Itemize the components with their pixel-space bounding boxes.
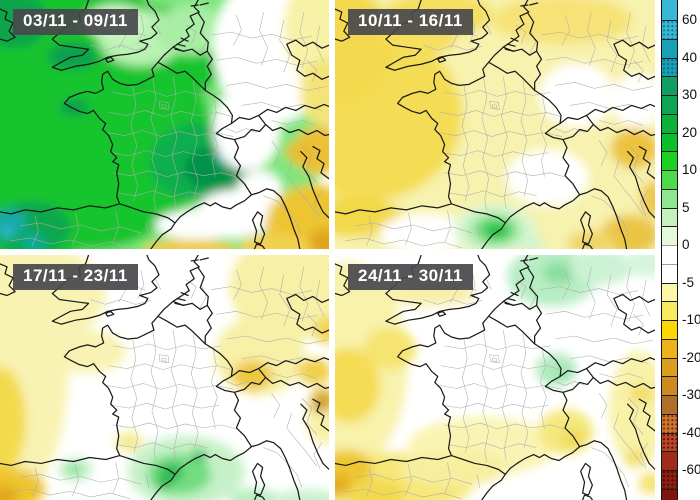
colorbar-tick-label: 5 [682, 199, 690, 215]
map-panel-week-2: 10/11 - 16/11 [335, 0, 655, 249]
colorbar-boundary-line [662, 395, 677, 396]
colorbar-segment [662, 338, 677, 358]
colorbar-segment [662, 95, 677, 114]
colorbar-boundary-line [662, 320, 677, 321]
colorbar-segment [662, 207, 677, 227]
colorbar-boundary-line [662, 95, 677, 96]
map-week-2 [335, 0, 655, 249]
colorbar-boundary-line [662, 413, 677, 415]
colorbar-segment [662, 0, 677, 20]
colorbar-boundary-line [662, 301, 677, 303]
colorbar-segment [662, 188, 677, 208]
map-week-3 [0, 255, 329, 500]
colorbar-tick-label: -5 [682, 274, 695, 290]
colorbar-boundary-line [662, 151, 677, 153]
colorbar-segment [662, 320, 677, 339]
colorbar-segment [662, 76, 677, 95]
period-label-week-4: 24/11 - 30/11 [348, 264, 473, 290]
colorbar-boundary-line [662, 432, 677, 434]
colorbar-segment [662, 488, 677, 500]
map-week-4 [335, 255, 655, 500]
map-panel-week-3: 17/11 - 23/11 [0, 255, 329, 500]
colorbar-segment [662, 113, 677, 133]
colorbar-segment [662, 376, 677, 395]
anomaly-field-week-1 [0, 0, 329, 249]
anomaly-field-week-4 [335, 255, 655, 500]
colorbar-boundary-line [662, 188, 677, 190]
colorbar-boundary-line [662, 357, 677, 359]
colorbar-segment [662, 282, 677, 302]
colorbar-tick-label: -40 [682, 424, 700, 440]
colorbar-segment [662, 451, 677, 470]
colorbar-segment [662, 413, 677, 433]
colorbar-boundary-line [662, 38, 677, 40]
colorbar-segment [662, 20, 677, 39]
colorbar-tick-label: -30 [682, 387, 700, 402]
colorbar-tick-label: 0 [682, 237, 690, 252]
colorbar-tick-label: 10 [682, 162, 698, 177]
colorbar-boundary-line [662, 451, 677, 453]
colorbar-segment [662, 132, 677, 152]
colorbar-boundary-line [662, 488, 677, 490]
colorbar-boundary-line [662, 57, 677, 59]
colorbar-boundary-line [662, 338, 677, 340]
period-label-week-1: 03/11 - 09/11 [13, 9, 138, 35]
period-label-week-2: 10/11 - 16/11 [348, 9, 473, 35]
map-panel-week-4: 24/11 - 30/11 [335, 255, 655, 500]
colorbar-boundary-line [662, 207, 677, 209]
colorbar-segment [662, 263, 677, 283]
colorbar-segment [662, 151, 677, 170]
colorbar-segment [662, 357, 677, 377]
colorbar-segment [662, 170, 677, 189]
colorbar-boundary-line [662, 76, 677, 78]
colorbar-tick-label: 40 [682, 49, 698, 65]
colorbar-segment [662, 38, 677, 58]
colorbar-boundary-line [662, 263, 677, 265]
colorbar-boundary-line [662, 282, 677, 284]
colorbar-strip [661, 0, 678, 500]
colorbar-boundary-line [662, 132, 677, 134]
map-week-1 [0, 0, 329, 249]
colorbar-segment [662, 470, 677, 489]
colorbar-tick-label: -20 [682, 349, 700, 365]
colorbar-segment [662, 226, 677, 245]
colorbar-boundary-line [662, 376, 677, 378]
colorbar-segment [662, 301, 677, 320]
colorbar-tick-label: 30 [682, 87, 698, 102]
anomaly-field-week-2 [335, 0, 655, 249]
colorbar-segment [662, 57, 677, 77]
colorbar-boundary-line [662, 170, 677, 171]
colorbar-boundary-line [662, 113, 677, 115]
colorbar: 60 40 30 20 10 5 0 -5 -10 -20 -30 -40 -60 [655, 0, 700, 500]
colorbar-boundary-line [662, 470, 677, 471]
map-panel-week-1: 03/11 - 09/11 [0, 0, 329, 249]
colorbar-boundary-line [662, 226, 677, 228]
colorbar-boundary-line [662, 20, 677, 21]
colorbar-segment [662, 245, 677, 264]
colorbar-tick-label: -60 [682, 462, 700, 477]
colorbar-segment [662, 432, 677, 452]
colorbar-tick-label: 60 [682, 12, 698, 27]
colorbar-tick-label: -10 [682, 312, 700, 327]
period-label-week-3: 17/11 - 23/11 [13, 264, 138, 290]
colorbar-boundary-line [662, 245, 677, 246]
colorbar-tick-label: 20 [682, 124, 698, 140]
anomaly-field-week-3 [0, 255, 329, 500]
colorbar-segment [662, 395, 677, 414]
